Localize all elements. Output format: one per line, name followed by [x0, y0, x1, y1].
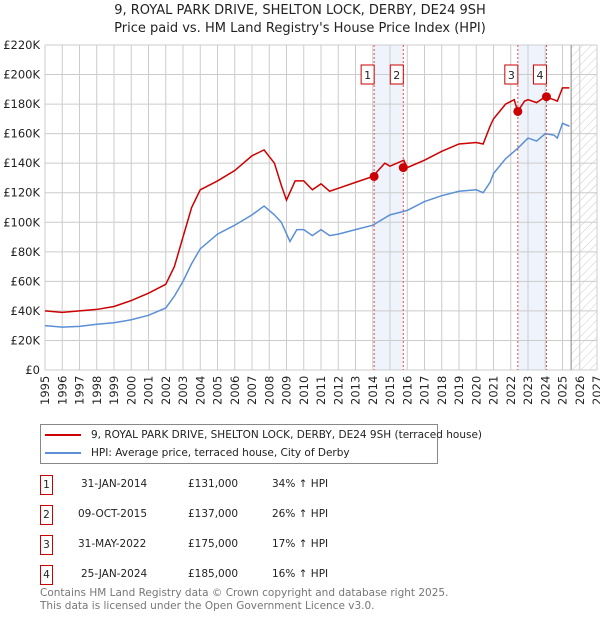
x-tick-label: 2022 [504, 376, 518, 405]
x-tick-label: 2012 [331, 376, 345, 405]
y-tick-label: £80K [11, 245, 41, 259]
y-tick-label: £180K [3, 97, 40, 111]
x-tick-label: 1999 [107, 376, 121, 405]
chart-title: 9, ROYAL PARK DRIVE, SHELTON LOCK, DERBY… [114, 3, 486, 18]
footer-line-1: Contains HM Land Registry data © Crown c… [40, 587, 449, 599]
highlight-band [374, 45, 404, 370]
row-hpi-change: 17% ↑ HPI [272, 538, 329, 550]
y-tick-label: £160K [3, 127, 40, 141]
y-tick-label: £60K [11, 274, 41, 288]
series-line [44, 122, 570, 328]
row-date: 31-MAY-2022 [78, 538, 147, 550]
x-tick-label: 2018 [435, 376, 449, 405]
legend-label: 9, ROYAL PARK DRIVE, SHELTON LOCK, DERBY… [91, 429, 483, 441]
y-tick-label: £100K [3, 215, 40, 229]
x-tick-label: 2023 [521, 376, 535, 405]
x-tick-label: 2025 [556, 376, 570, 405]
legend-item-property: 9, ROYAL PARK DRIVE, SHELTON LOCK, DERBY… [41, 427, 482, 443]
x-tick-label: 2026 [573, 376, 587, 405]
y-tick-label: £140K [3, 156, 40, 170]
x-tick-label: 2008 [262, 376, 276, 405]
series-line [44, 87, 570, 314]
transaction-label: 4 [536, 69, 543, 82]
row-date: 09-OCT-2015 [78, 508, 147, 520]
x-tick-label: 2010 [297, 376, 311, 405]
x-tick-label: 2000 [124, 376, 138, 405]
forecast-hatch [571, 45, 597, 370]
transaction-label: 2 [393, 69, 400, 82]
y-tick-label: £20K [11, 333, 41, 347]
row-label-box: 2 [40, 505, 53, 525]
transaction-label: 1 [364, 69, 371, 82]
footer-line-2: This data is licensed under the Open Gov… [40, 600, 375, 612]
transaction-label-box [532, 64, 547, 85]
x-tick-label: 2009 [280, 376, 294, 405]
x-tick-label: 2024 [538, 376, 552, 405]
transaction-label-box [504, 64, 519, 85]
x-tick-label: 2001 [142, 376, 156, 405]
x-tick-label: 1997 [73, 376, 87, 405]
x-tick-label: 2002 [159, 376, 173, 405]
highlight-band [517, 45, 547, 370]
x-tick-label: 1996 [55, 376, 69, 405]
x-tick-label: 1998 [90, 376, 104, 405]
row-label-box: 3 [40, 535, 53, 555]
legend-swatch-blue [45, 452, 81, 454]
legend-swatch-red [45, 434, 81, 436]
transaction-point [369, 171, 379, 181]
transaction-label-box [389, 64, 404, 85]
legend: 9, ROYAL PARK DRIVE, SHELTON LOCK, DERBY… [40, 424, 482, 464]
x-tick-label: 2020 [469, 376, 483, 405]
transaction-label: 3 [508, 69, 515, 82]
x-tick-label: 2014 [366, 376, 380, 405]
row-date: 31-JAN-2014 [81, 478, 148, 490]
x-tick-label: 2011 [314, 376, 328, 405]
x-tick-label: 2003 [176, 376, 190, 405]
legend-label: HPI: Average price, terraced house, City… [91, 447, 350, 459]
row-date: 25-JAN-2024 [81, 568, 148, 580]
x-tick-label: 2019 [452, 376, 466, 405]
row-label-box: 4 [40, 565, 53, 585]
x-tick-label: 2015 [383, 376, 397, 405]
row-price: £137,000 [188, 508, 239, 520]
x-tick-label: 2027 [590, 376, 600, 405]
x-tick-label: 2013 [349, 376, 363, 405]
transaction-point [513, 106, 523, 116]
row-price: £131,000 [188, 478, 239, 490]
row-hpi-change: 16% ↑ HPI [272, 568, 329, 580]
transaction-point [398, 163, 408, 173]
row-price: £175,000 [188, 538, 239, 550]
x-tick-label: 2006 [228, 376, 242, 405]
y-tick-label: £40K [11, 304, 41, 318]
x-tick-label: 1995 [38, 376, 52, 405]
row-hpi-change: 34% ↑ HPI [272, 478, 329, 490]
x-tick-label: 2004 [193, 376, 207, 405]
x-tick-label: 2017 [418, 376, 432, 405]
transaction-point [541, 92, 551, 102]
x-tick-label: 2021 [487, 376, 501, 405]
y-tick-label: £200K [3, 68, 40, 82]
plot-area: 1995 1996 1997 1998 1999 2000 2001 2002 2003 2004… [3, 38, 600, 405]
row-price: £185,000 [188, 568, 239, 580]
y-tick-label: £120K [3, 186, 40, 200]
x-tick-label: 2007 [245, 376, 259, 405]
y-tick-label: £0 [25, 363, 40, 377]
y-tick-label: £220K [3, 38, 40, 52]
transaction-label-box [360, 64, 375, 85]
row-label-box: 1 [40, 475, 53, 495]
row-hpi-change: 26% ↑ HPI [272, 508, 329, 520]
legend-item-hpi: HPI: Average price, terraced house, City… [41, 445, 350, 461]
x-tick-label: 2016 [400, 376, 414, 405]
x-tick-label: 2005 [211, 376, 225, 405]
chart-subtitle: Price paid vs. HM Land Registry's House … [114, 21, 486, 36]
